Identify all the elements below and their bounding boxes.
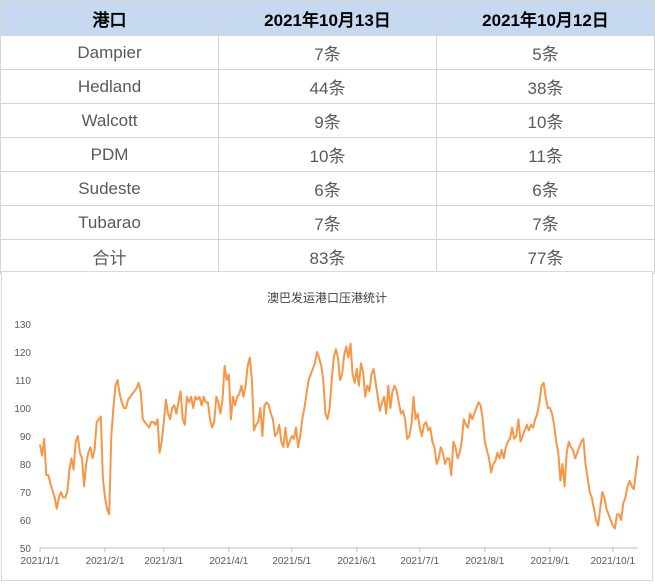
total-label-cell: 合计	[0, 239, 219, 274]
chart-area: 澳巴发运港口压港统计 50 60 70 80 90 100 110 120 130 2021/1/…	[1, 271, 653, 581]
table-row: Sudeste 6条 6条	[0, 171, 655, 206]
count-cell: 38条	[436, 69, 655, 104]
chart-series	[39, 342, 639, 530]
x-tick-label: 2021/1/1	[21, 556, 60, 567]
column-header-date-1012: 2021年10月12日	[436, 0, 655, 36]
port-name-cell: Sudeste	[0, 171, 219, 206]
column-header-date-1013: 2021年10月13日	[218, 0, 437, 36]
table-row: Hedland 44条 38条	[0, 69, 655, 104]
count-cell: 10条	[436, 103, 655, 138]
x-tick-label: 2021/3/1	[144, 556, 183, 567]
x-tick-label: 2021/8/1	[465, 556, 504, 567]
y-tick-label: 80	[20, 460, 32, 471]
y-tick-label: 130	[14, 320, 31, 331]
x-tick-label: 2021/4/1	[209, 556, 248, 567]
y-tick-label: 90	[20, 432, 32, 443]
count-cell: 7条	[218, 205, 437, 240]
table-row-total: 合计 83条 77条	[0, 239, 655, 274]
y-tick-label: 120	[14, 348, 31, 359]
count-cell: 44条	[218, 69, 437, 104]
y-tick-label: 70	[20, 488, 32, 499]
port-table: 港口 2021年10月13日 2021年10月12日 Dampier 7条 5条…	[0, 0, 655, 274]
port-name-cell: PDM	[0, 137, 219, 172]
chart-axes: 50 60 70 80 90 100 110 120 130 2021/1/1 2021/2/1 20…	[14, 320, 638, 567]
x-tick-label: 2021/7/1	[400, 556, 439, 567]
count-cell: 5条	[436, 35, 655, 70]
total-count-cell: 77条	[436, 239, 655, 274]
table-row: Tubarao 7条 7条	[0, 205, 655, 240]
y-tick-label: 60	[20, 516, 32, 527]
x-tick-label: 2021/10/1	[591, 556, 636, 567]
port-name-cell: Walcott	[0, 103, 219, 138]
y-tick-label: 110	[15, 376, 31, 387]
y-tick-label: 50	[20, 544, 32, 555]
count-cell: 9条	[218, 103, 437, 138]
line-chart: 澳巴发运港口压港统计 50 60 70 80 90 100 110 120 130 2021/1/…	[14, 290, 639, 567]
table-row: PDM 10条 11条	[0, 137, 655, 172]
count-cell: 11条	[436, 137, 655, 172]
x-tick-label: 2021/6/1	[337, 556, 376, 567]
count-cell: 6条	[436, 171, 655, 206]
table-header-row: 港口 2021年10月13日 2021年10月12日	[0, 0, 655, 36]
y-tick-label: 100	[14, 404, 31, 415]
count-cell: 7条	[436, 205, 655, 240]
x-tick-label: 2021/5/1	[272, 556, 311, 567]
table-row: Dampier 7条 5条	[0, 35, 655, 70]
chart-title: 澳巴发运港口压港统计	[267, 290, 387, 305]
count-cell: 10条	[218, 137, 437, 172]
count-cell: 7条	[218, 35, 437, 70]
port-name-cell: Dampier	[0, 35, 219, 70]
port-name-cell: Tubarao	[0, 205, 219, 240]
count-cell: 6条	[218, 171, 437, 206]
x-tick-label: 2021/9/1	[530, 556, 569, 567]
table-row: Walcott 9条 10条	[0, 103, 655, 138]
column-header-port: 港口	[0, 0, 219, 36]
series-line	[39, 342, 639, 530]
port-name-cell: Hedland	[0, 69, 219, 104]
total-count-cell: 83条	[218, 239, 437, 274]
x-tick-label: 2021/2/1	[86, 556, 125, 567]
